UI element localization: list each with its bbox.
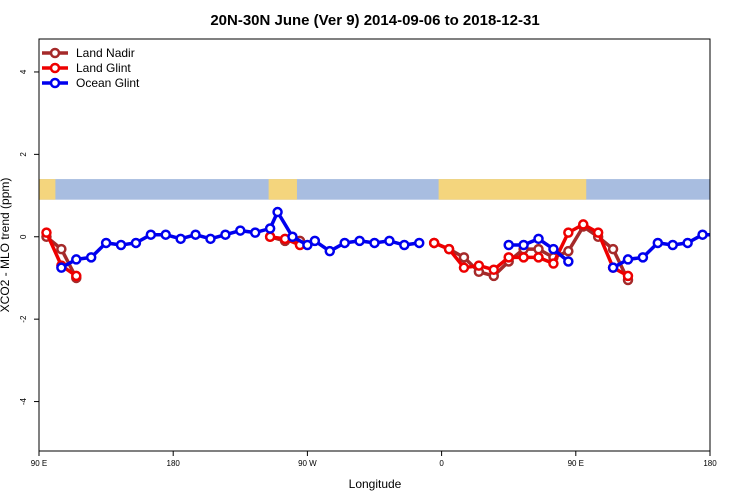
data-point xyxy=(533,252,544,263)
series-land-glint xyxy=(41,219,634,282)
data-point xyxy=(622,254,634,265)
data-point xyxy=(264,231,276,243)
data-point xyxy=(220,229,231,240)
data-point xyxy=(145,229,157,240)
data-point xyxy=(548,243,559,255)
data-point xyxy=(384,235,395,247)
map-land-1 xyxy=(268,179,297,200)
data-point xyxy=(190,229,201,240)
data-point xyxy=(324,245,336,257)
data-point xyxy=(354,235,365,247)
data-point xyxy=(443,243,455,255)
x-tick-label: 90 E xyxy=(568,459,584,468)
map-land-0 xyxy=(39,179,56,200)
y-tick-label: 4 xyxy=(19,69,28,74)
x-tick-label: 0 xyxy=(439,459,444,468)
x-tick-label: 90 W xyxy=(298,459,317,468)
series-land-nadir xyxy=(41,221,634,286)
x-tick-label: 180 xyxy=(703,459,717,468)
data-point xyxy=(682,237,693,249)
series-line xyxy=(60,210,420,270)
data-point xyxy=(428,237,440,249)
map-band xyxy=(39,179,710,200)
x-axis-label: Longitude xyxy=(349,477,402,491)
legend-item: Land Nadir xyxy=(42,46,135,60)
data-point xyxy=(56,243,67,255)
data-point xyxy=(563,245,574,257)
data-point xyxy=(697,229,708,240)
data-point xyxy=(548,258,559,269)
y-axis-label: XCO2 - MLO trend (ppm) xyxy=(0,178,12,313)
data-point xyxy=(458,252,470,263)
data-point xyxy=(115,239,127,251)
legend-label: Ocean Glint xyxy=(76,76,140,90)
data-point xyxy=(399,239,410,251)
plot-frame xyxy=(38,38,711,452)
data-point xyxy=(652,237,664,249)
data-point xyxy=(249,227,261,238)
y-tick-label: -2 xyxy=(19,315,28,323)
data-point xyxy=(272,206,283,218)
data-point xyxy=(56,262,67,273)
legend-swatch-point xyxy=(49,77,61,89)
data-point xyxy=(235,225,246,236)
data-point xyxy=(130,237,142,249)
y-tick-label: 0 xyxy=(19,234,28,239)
data-point xyxy=(713,231,721,239)
map-land-2 xyxy=(438,179,587,200)
data-point xyxy=(607,262,619,273)
map-ocean xyxy=(39,179,710,200)
data-point xyxy=(533,233,544,245)
data-point xyxy=(503,239,514,251)
data-point xyxy=(339,237,350,249)
y-tick-label: -4 xyxy=(19,397,28,405)
legend-swatch-point xyxy=(49,47,61,59)
data-point xyxy=(607,243,619,255)
data-point xyxy=(578,219,589,230)
data-point xyxy=(637,252,649,263)
data-point xyxy=(563,256,574,267)
data-point xyxy=(518,252,529,263)
data-point xyxy=(287,231,298,243)
data-point xyxy=(413,237,425,249)
series-ocean-glint xyxy=(56,206,721,273)
data-point xyxy=(369,237,380,249)
data-point xyxy=(503,252,514,263)
data-point xyxy=(592,227,604,238)
x-tick-label: 180 xyxy=(167,459,181,468)
data-point xyxy=(667,239,678,251)
legend-item: Land Glint xyxy=(42,61,131,75)
data-point xyxy=(622,270,634,282)
data-point xyxy=(264,223,276,234)
data-point xyxy=(71,270,82,282)
data-point xyxy=(100,237,112,249)
data-point xyxy=(302,239,313,251)
data-point xyxy=(473,260,485,271)
data-point xyxy=(309,235,321,247)
plot-area xyxy=(41,206,721,286)
chart-title: 20N-30N June (Ver 9) 2014-09-06 to 2018-… xyxy=(210,12,539,29)
data-point xyxy=(533,243,544,255)
data-point xyxy=(71,254,82,265)
data-point xyxy=(160,229,171,240)
legend-label: Land Nadir xyxy=(76,46,135,60)
data-point xyxy=(518,239,529,251)
data-point xyxy=(205,233,216,245)
legend-item: Ocean Glint xyxy=(42,76,140,90)
y-axis: -4 -2 0 2 4 xyxy=(19,69,39,405)
data-point xyxy=(563,227,574,238)
x-tick-label: 90 E xyxy=(31,459,47,468)
data-point xyxy=(488,264,500,275)
legend-swatch-point xyxy=(49,62,61,74)
data-point xyxy=(175,233,186,245)
legend-label: Land Glint xyxy=(76,61,131,75)
data-point xyxy=(85,252,97,263)
data-point xyxy=(41,227,52,238)
data-point xyxy=(458,262,470,273)
x-axis: 90 E 180 90 W 0 90 E 180 xyxy=(31,451,717,468)
y-tick-label: 2 xyxy=(19,152,28,157)
